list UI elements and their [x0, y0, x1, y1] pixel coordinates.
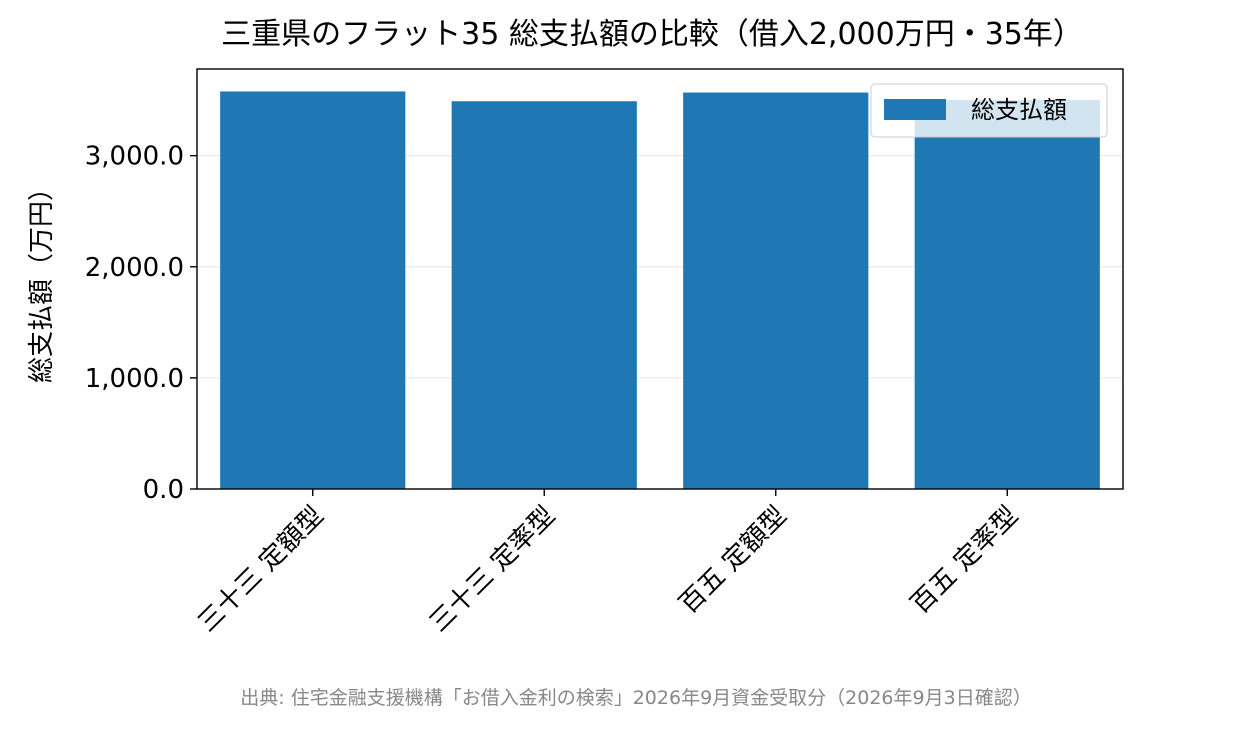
- bar: [451, 101, 637, 489]
- y-axis-ticks: 0.0 1,000.0 2,000.0 3,000.0: [85, 142, 197, 505]
- y-axis-label: 総支払額（万円）: [27, 175, 57, 383]
- x-tick-label: 百五 定率型: [905, 501, 1024, 620]
- legend-label: 総支払額: [971, 96, 1067, 124]
- source-note: 出典: 住宅金融支援機構「お借入金利の検索」2026年9月資金受取分（2026年…: [240, 687, 1031, 709]
- plot-frame: [196, 68, 1124, 490]
- x-tick-label: 三十三 定率型: [424, 501, 561, 638]
- x-tick-label: 三十三 定額型: [192, 501, 329, 638]
- chart-title: 三重県のフラット35 総支払額の比較（借入2,000万円・35年）: [221, 17, 1083, 52]
- bar: [914, 100, 1100, 489]
- legend: 総支払額: [870, 83, 1108, 138]
- y-tick-label: 3,000.0: [85, 142, 184, 172]
- legend-box: [870, 83, 1108, 138]
- legend-swatch: [884, 99, 946, 120]
- bars: [220, 91, 1100, 490]
- bar: [683, 92, 869, 490]
- x-axis-ticks: 三十三 定額型 三十三 定率型 百五 定額型 百五 定率型: [192, 489, 1024, 638]
- y-tick-label: 2,000.0: [85, 253, 184, 283]
- x-tick-label: 百五 定額型: [674, 501, 793, 620]
- y-tick-label: 1,000.0: [85, 364, 184, 394]
- y-tick-label: 0.0: [143, 475, 184, 505]
- bar: [220, 91, 406, 489]
